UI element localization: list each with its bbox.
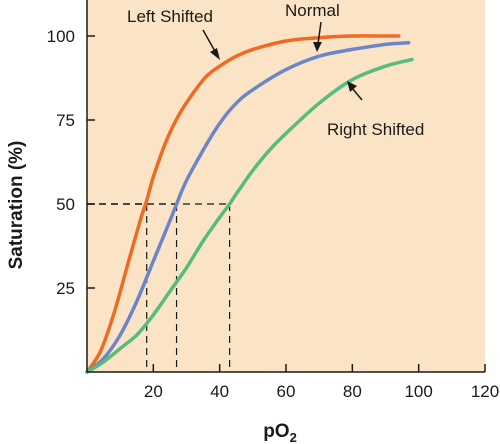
x-tick-label: 20 (144, 382, 163, 401)
x-axis-title: pO2 (263, 421, 297, 444)
reference-lines (87, 203, 231, 372)
series-line-right-shifted (85, 57, 414, 374)
annotation-right-shifted: Right Shifted (327, 120, 424, 139)
x-tick-label: 120 (471, 382, 499, 401)
series-line-normal (85, 40, 411, 374)
y-ticks: 25 50 75 100 (47, 27, 95, 298)
y-tick-label: 25 (56, 279, 75, 298)
arrow-left-shifted (202, 29, 220, 60)
arrow-right-shifted (347, 81, 363, 101)
x-tick-label: 40 (210, 382, 229, 401)
x-tick-label: 60 (277, 382, 296, 401)
annotation-normal: Normal (285, 1, 340, 20)
arrow-normal (313, 21, 322, 52)
annotation-left-shifted: Left Shifted (127, 7, 213, 26)
y-tick-label: 75 (56, 111, 75, 130)
y-tick-label: 100 (47, 27, 75, 46)
x-axis-title-subscript: 2 (290, 430, 297, 444)
x-tick-label: 100 (404, 382, 432, 401)
x-ticks: 20 40 60 80 100 120 (144, 364, 499, 401)
x-tick-label: 80 (343, 382, 362, 401)
y-tick-label: 50 (56, 195, 75, 214)
y-axis-title: Saturation (%) (6, 141, 27, 270)
plot-background (87, 0, 485, 372)
x-axis-title-main: pO (263, 421, 289, 442)
